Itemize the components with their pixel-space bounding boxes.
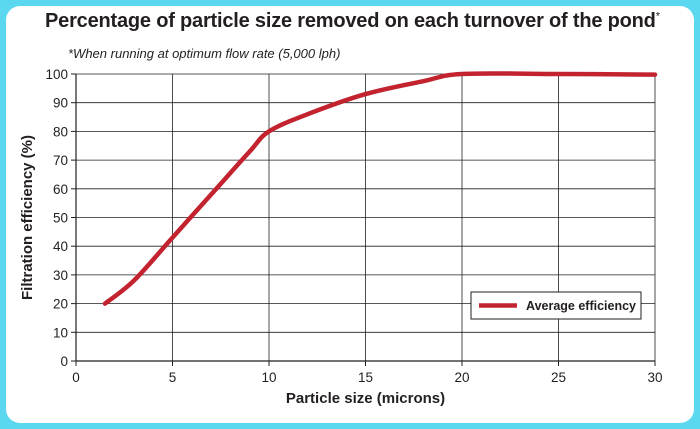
y-tick-label: 50 xyxy=(53,211,68,226)
legend: Average efficiency xyxy=(470,291,642,320)
chart-title: Percentage of particle size removed on e… xyxy=(45,10,660,32)
y-tick-label: 0 xyxy=(60,354,68,369)
legend-label: Average efficiency xyxy=(526,299,636,313)
y-tick-labels: 0 10 20 30 40 50 60 70 80 90 100 xyxy=(45,67,68,369)
x-tick-label: 10 xyxy=(261,370,276,385)
grid xyxy=(76,73,656,361)
y-tick-label: 40 xyxy=(53,239,68,254)
y-tick-label: 90 xyxy=(53,96,68,111)
legend-box xyxy=(470,291,642,320)
y-tick-label: 20 xyxy=(53,297,68,312)
y-tick-label: 10 xyxy=(53,325,68,340)
y-tick-label: 60 xyxy=(53,182,68,197)
y-tick-label: 80 xyxy=(53,124,68,139)
axes xyxy=(71,73,656,366)
y-tick-label: 100 xyxy=(45,67,68,82)
y-tick-label: 30 xyxy=(53,268,68,283)
x-tick-label: 15 xyxy=(358,370,373,385)
x-tick-label: 30 xyxy=(647,370,662,385)
x-axis-label: Particle size (microns) xyxy=(286,390,445,407)
x-tick-label: 20 xyxy=(454,370,469,385)
x-tick-label: 5 xyxy=(169,370,177,385)
title-footnote-marker: * xyxy=(655,10,660,23)
series-line-average-efficiency xyxy=(102,71,658,306)
x-tick-label: 25 xyxy=(551,370,566,385)
y-tick-label: 70 xyxy=(53,153,68,168)
y-axis-label: Filtration efficiency (%) xyxy=(19,135,36,300)
x-tick-label: 0 xyxy=(72,370,80,385)
series-lines xyxy=(102,71,658,306)
x-tick-labels: 0 5 10 15 20 25 30 xyxy=(72,370,662,385)
chart-subtitle: *When running at optimum flow rate (5,00… xyxy=(68,46,341,61)
